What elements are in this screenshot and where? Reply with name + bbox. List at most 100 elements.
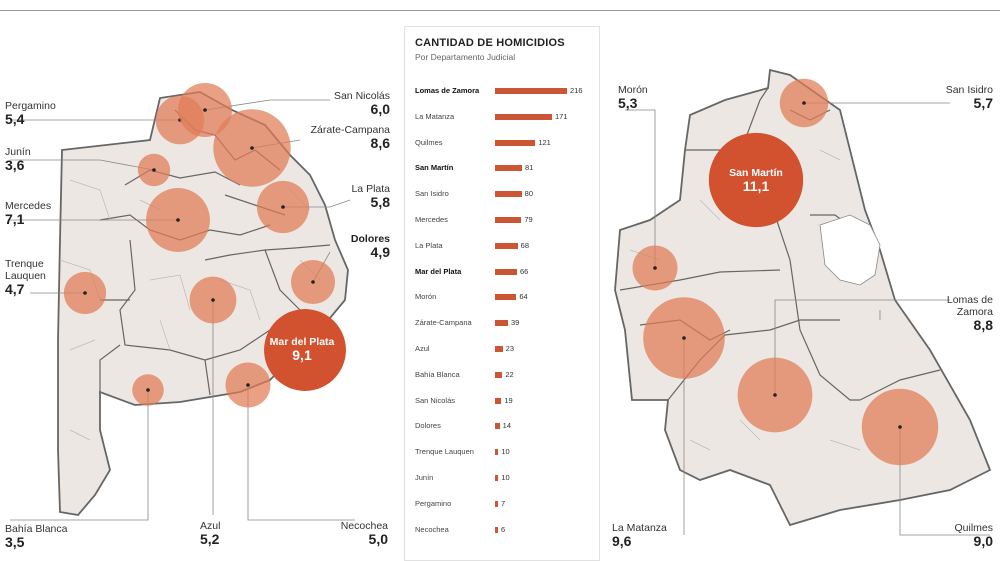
la-matanza-name: La Matanza — [612, 522, 667, 534]
bar-row: Mar del Plata 66 — [405, 265, 601, 279]
bar-label: Azul — [415, 344, 430, 353]
san-isidro-name: San Isidro — [945, 84, 993, 96]
bubble-center-dot — [898, 425, 902, 429]
bubble-center-dot — [176, 218, 180, 222]
bar-value: 80 — [524, 189, 533, 199]
bubble-center-dot — [246, 383, 250, 387]
label-zarate: Zárate-Campana 8,6 — [280, 124, 390, 151]
junin-name: Junín — [5, 146, 31, 158]
bar-row: Quilmes 121 — [405, 136, 601, 150]
label-junin: Junín 3,6 — [5, 146, 31, 173]
bar-label: San Isidro — [415, 189, 449, 199]
trenque-name: Trenque Lauquen — [5, 258, 46, 282]
bubble-layer — [63, 78, 939, 466]
bar-row: Bahía Blanca 22 — [405, 368, 601, 382]
bar-row: La Matanza 171 — [405, 110, 601, 124]
mar-del-plata-value: 9,1 — [292, 347, 312, 363]
bar-value: 216 — [570, 86, 583, 95]
bahia-value: 3,5 — [5, 534, 25, 550]
bar-value: 22 — [505, 369, 514, 379]
bar-row: Trenque Lauquen 10 — [405, 445, 601, 459]
quilmes-name: Quilmes — [954, 522, 993, 534]
label-la-plata: La Plata 5,8 — [300, 183, 390, 210]
pergamino-name: Pergamino — [5, 100, 56, 112]
bar — [495, 268, 517, 275]
homicides-bar-chart: CANTIDAD DE HOMICIDIOS Por Departamento … — [404, 26, 600, 561]
bar-value: 171 — [555, 111, 568, 121]
bar-label: La Matanza — [415, 111, 455, 121]
bar-label: Lomas de Zamora — [415, 86, 480, 95]
bar-label: Necochea — [415, 524, 449, 534]
label-san-isidro: San Isidro 5,7 — [900, 84, 993, 111]
bar-value: 10 — [501, 473, 510, 482]
bar-label: San Martín — [415, 163, 454, 173]
bar-row: Lomas de Zamora 216 — [405, 84, 601, 98]
chart-subtitle: Por Departamento Judicial — [415, 52, 516, 62]
bar-row: Pergamino 7 — [405, 497, 601, 511]
san-martin-name: San Martín — [729, 167, 783, 179]
label-moron: Morón 5,3 — [618, 84, 648, 111]
bar — [495, 449, 499, 456]
san-nicolas-name: San Nicolás — [333, 90, 390, 102]
bar-row: Mercedes 79 — [405, 213, 601, 227]
bar-label: Mercedes — [415, 215, 448, 224]
bubble-center-dot — [281, 205, 285, 209]
bubble-center-dot — [211, 298, 215, 302]
bar — [495, 397, 502, 404]
bar — [495, 371, 503, 378]
bubble-center-dot — [311, 280, 315, 284]
san-isidro-value: 5,7 — [973, 95, 993, 111]
label-necochea: Necochea 5,0 — [300, 520, 388, 547]
bar-label: Mar del Plata — [415, 266, 462, 276]
junin-value: 3,6 — [5, 157, 25, 173]
necochea-value: 5,0 — [368, 531, 388, 547]
bubble-center-dot — [802, 101, 806, 105]
bar — [495, 242, 518, 249]
bar-value: 66 — [520, 266, 529, 276]
bar-row: Morón 64 — [405, 290, 601, 304]
moron-name: Morón — [618, 84, 648, 96]
bar-label: Bahía Blanca — [415, 369, 460, 379]
bar — [495, 475, 499, 481]
bar-row: San Martín 81 — [405, 161, 601, 175]
dolores-value: 4,9 — [370, 244, 390, 260]
bar — [495, 500, 498, 507]
bar — [495, 113, 552, 120]
bubble-san-mart-n — [708, 132, 804, 228]
label-la-matanza: La Matanza 9,6 — [612, 522, 667, 549]
label-mar-del-plata: Mar del Plata 9,1 — [260, 336, 344, 363]
bar-value: 121 — [538, 137, 551, 147]
chart-title: CANTIDAD DE HOMICIDIOS — [415, 37, 565, 49]
bar-label: Pergamino — [415, 498, 452, 508]
bubble-center-dot — [653, 266, 657, 270]
bar-value: 6 — [501, 524, 506, 534]
pergamino-value: 5,4 — [5, 111, 25, 127]
bar-row: Azul 23 — [405, 342, 601, 356]
bar — [495, 294, 517, 301]
label-san-nicolas: San Nicolás 6,0 — [300, 90, 390, 117]
bubble-center-dot — [773, 393, 777, 397]
zarate-value: 8,6 — [370, 135, 390, 151]
bar-row: Junín 10 — [405, 471, 601, 485]
bar-row: San Nicolás 19 — [405, 394, 601, 408]
label-bahia: Bahía Blanca 3,5 — [5, 523, 67, 550]
bar — [495, 139, 536, 146]
bar-row: Zárate-Campana 39 — [405, 316, 601, 330]
label-trenque: Trenque Lauquen 4,7 — [5, 258, 46, 297]
label-san-martin: San Martín 11,1 — [706, 167, 806, 194]
bubble-center-dot — [83, 291, 87, 295]
dolores-name: Dolores — [350, 233, 390, 245]
lomas-name: Lomas de Zamora — [946, 294, 993, 318]
bar-value: 79 — [524, 215, 533, 224]
bar-value: 10 — [501, 447, 510, 457]
label-pergamino: Pergamino 5,4 — [5, 100, 56, 127]
label-dolores: Dolores 4,9 — [300, 233, 390, 260]
bar-label: San Nicolás — [415, 395, 456, 405]
trenque-value: 4,7 — [5, 281, 25, 297]
bubble-mar-del-plata — [264, 309, 346, 391]
bar-label: Quilmes — [415, 137, 443, 147]
bahia-name: Bahía Blanca — [5, 523, 68, 535]
bubble-center-dot — [250, 146, 254, 150]
san-nicolas-value: 6,0 — [370, 101, 390, 117]
bar — [495, 423, 500, 430]
